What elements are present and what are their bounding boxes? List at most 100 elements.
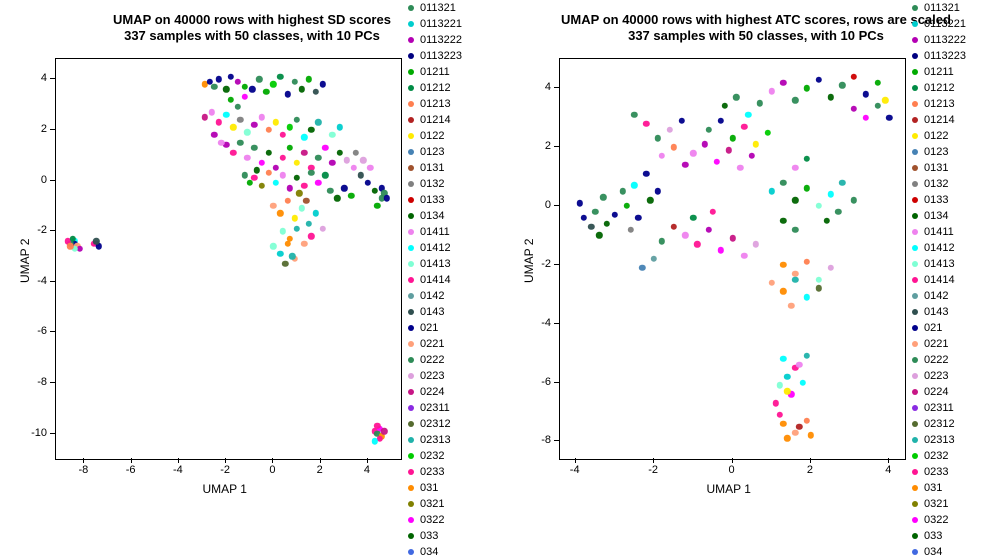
legend-swatch (408, 293, 414, 299)
data-point (780, 179, 786, 185)
legend-swatch (912, 389, 918, 395)
legend-label: 01414 (420, 274, 451, 286)
legend-item: 01411 (912, 224, 966, 240)
legend-swatch (912, 213, 918, 219)
legend-swatch (912, 69, 918, 75)
data-point (839, 179, 845, 185)
data-point (374, 203, 380, 209)
legend-label: 0133 (420, 194, 444, 206)
legend-swatch (912, 405, 918, 411)
legend-swatch (408, 485, 414, 491)
legend-item: 0113223 (912, 48, 966, 64)
data-point (251, 175, 257, 181)
data-point (251, 122, 257, 128)
data-point (313, 210, 319, 216)
xtick-label: -2 (220, 464, 230, 476)
legend-item: 02313 (912, 432, 966, 448)
data-point (308, 233, 314, 239)
data-point (643, 121, 649, 127)
data-point (301, 182, 307, 188)
data-point (784, 435, 790, 441)
legend-label: 0223 (924, 370, 948, 382)
data-point (816, 285, 822, 291)
data-point (228, 96, 234, 102)
data-point (336, 124, 342, 130)
legend-item: 01411 (408, 224, 462, 240)
legend-item: 0321 (408, 496, 462, 512)
ytick-mark (50, 382, 55, 383)
data-point (372, 438, 378, 444)
legend-swatch (912, 165, 918, 171)
data-point (592, 209, 598, 215)
legend-item: 0122 (912, 128, 966, 144)
legend-label: 0132 (420, 178, 444, 190)
legend-swatch (408, 117, 414, 123)
legend-label: 01214 (420, 114, 451, 126)
xtick-label: -8 (78, 464, 88, 476)
data-point (244, 155, 250, 161)
data-point (623, 203, 629, 209)
data-point (329, 132, 335, 138)
legend-label: 0321 (924, 498, 948, 510)
data-point (827, 191, 833, 197)
ytick-label: -8 (541, 434, 551, 446)
data-point (737, 165, 743, 171)
data-point (769, 188, 775, 194)
legend-label: 031 (924, 482, 942, 494)
ytick-mark (554, 264, 559, 265)
legend-item: 0123 (912, 144, 966, 160)
data-point (733, 94, 739, 100)
data-point (827, 265, 833, 271)
xtick-label: 2 (317, 464, 323, 476)
data-point (682, 232, 688, 238)
legend-swatch (408, 213, 414, 219)
legend-label: 0232 (924, 450, 948, 462)
legend-label: 033 (924, 530, 942, 542)
legend-label: 01212 (924, 82, 955, 94)
legend-label: 0132 (924, 178, 948, 190)
data-point (588, 223, 594, 229)
data-point (706, 226, 712, 232)
legend-swatch (912, 117, 918, 123)
legend-swatch (408, 165, 414, 171)
xtick-mark (178, 458, 179, 463)
data-point (287, 185, 293, 191)
legend-swatch (408, 101, 414, 107)
y-axis-label: UMAP 2 (18, 239, 32, 283)
legend-item: 031 (408, 480, 462, 496)
legend-item: 01414 (912, 272, 966, 288)
xtick-label: -4 (173, 464, 183, 476)
legend-item: 0224 (912, 384, 966, 400)
data-point (718, 247, 724, 253)
legend-item: 0122 (408, 128, 462, 144)
data-point (635, 215, 641, 221)
data-point (299, 205, 305, 211)
ytick-label: 0 (41, 174, 47, 186)
data-point (863, 115, 869, 121)
y-axis-label: UMAP 2 (522, 239, 536, 283)
data-point (874, 103, 880, 109)
legend-label: 02313 (420, 434, 451, 446)
legend-item: 0221 (408, 336, 462, 352)
data-point (265, 149, 271, 155)
data-point (706, 126, 712, 132)
data-point (839, 82, 845, 88)
data-point (596, 232, 602, 238)
data-point (244, 129, 250, 135)
data-point (776, 412, 782, 418)
legend-item: 034 (408, 544, 462, 560)
data-point (296, 190, 302, 196)
legend-item: 01212 (408, 80, 462, 96)
legend-swatch (912, 21, 918, 27)
legend-swatch (408, 197, 414, 203)
ytick-mark (554, 87, 559, 88)
legend-label: 0223 (420, 370, 444, 382)
data-point (808, 432, 814, 438)
xtick-label: 0 (728, 464, 734, 476)
legend-label: 0122 (924, 130, 948, 142)
legend-item: 0134 (408, 208, 462, 224)
data-point (796, 423, 802, 429)
data-point (280, 228, 286, 234)
legend-item: 0322 (408, 512, 462, 528)
legend-swatch (408, 261, 414, 267)
